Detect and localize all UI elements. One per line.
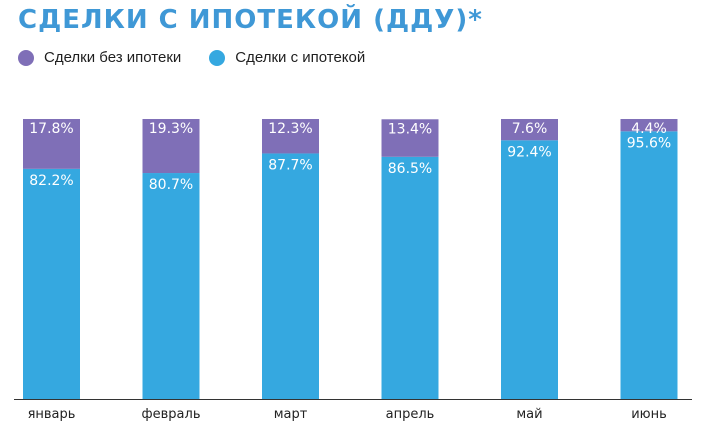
data-label-mortgage: 87.7%: [268, 157, 312, 173]
data-label-no-mortgage: 17.8%: [29, 121, 73, 137]
legend-item-no-mortgage: Сделки без ипотеки: [18, 49, 181, 66]
bar-no-mortgage: [501, 119, 558, 141]
legend-item-mortgage: Сделки с ипотекой: [209, 49, 365, 66]
bar-mortgage: [23, 168, 80, 399]
data-label-no-mortgage: 12.3%: [268, 121, 312, 137]
bar-no-mortgage: [23, 119, 80, 169]
bar-no-mortgage: [142, 119, 200, 174]
data-label-no-mortgage: 7.6%: [512, 121, 548, 137]
x-tick-label: март: [274, 407, 308, 422]
bar-mortgage: [381, 156, 439, 399]
data-label-no-mortgage: 19.3%: [149, 121, 193, 137]
bar-mortgage: [620, 131, 678, 399]
bar-no-mortgage: [620, 119, 678, 132]
legend-swatch-no-mortgage: [18, 49, 34, 66]
legend-label-no-mortgage: Сделки без ипотеки: [44, 49, 182, 66]
bar-mortgage: [501, 140, 558, 399]
bar-mortgage: [262, 153, 319, 399]
x-tick-label: январь: [28, 407, 76, 422]
data-label-mortgage: 86.5%: [388, 161, 432, 177]
x-tick-label: май: [516, 407, 542, 422]
x-tick-label: июнь: [631, 407, 667, 422]
x-tick-label: апрель: [386, 407, 435, 422]
bar-no-mortgage: [381, 119, 439, 157]
data-label-mortgage: 82.2%: [29, 173, 73, 189]
legend-swatch-mortgage: [209, 49, 226, 66]
data-label-mortgage: 95.6%: [627, 135, 671, 151]
legend-label-mortgage: Сделки с ипотекой: [235, 49, 366, 66]
legend: Сделки без ипотеки Сделки с ипотекой: [18, 49, 393, 66]
x-tick-label: февраль: [142, 407, 201, 422]
bar-mortgage: [142, 173, 200, 399]
data-label-no-mortgage: 13.4%: [388, 121, 432, 137]
data-label-mortgage: 80.7%: [149, 177, 193, 193]
chart-title: СДЕЛКИ С ИПОТЕКОЙ (ДДУ)*: [18, 5, 483, 35]
bar-no-mortgage: [262, 119, 319, 154]
data-label-no-mortgage: 4.4%: [631, 121, 667, 137]
data-label-mortgage: 92.4%: [507, 144, 551, 160]
